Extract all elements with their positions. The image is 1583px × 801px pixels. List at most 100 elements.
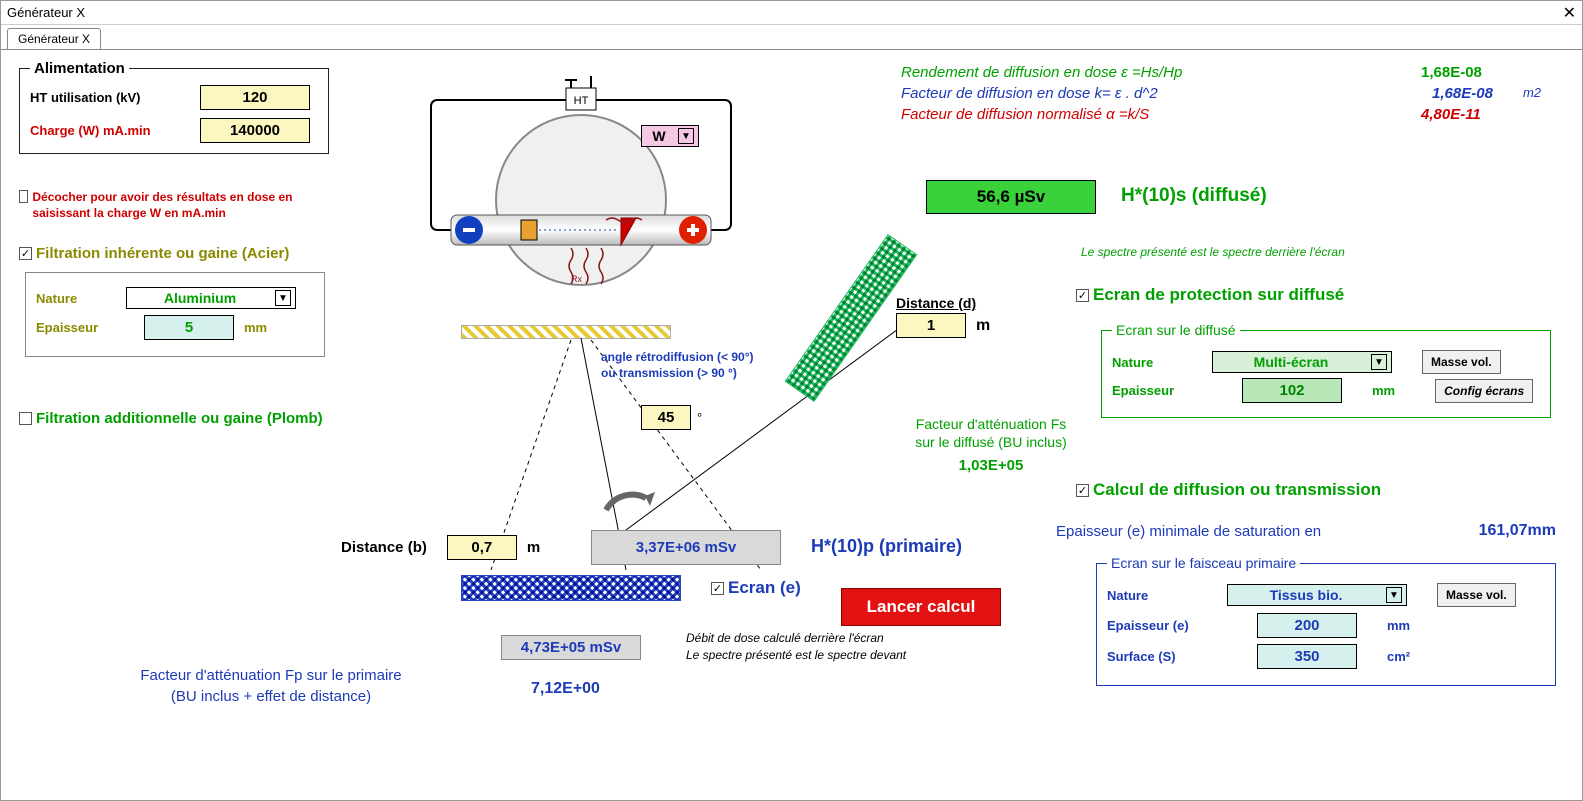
tab-label: Générateur X xyxy=(18,32,90,46)
alimentation-group: Alimentation HT utilisation (kV) 120 Cha… xyxy=(19,60,329,154)
fp-label: Facteur d'atténuation Fp sur le primaire… xyxy=(101,665,441,707)
checkbox-icon: ✓ xyxy=(19,247,32,260)
chevron-down-icon: ▼ xyxy=(1386,587,1402,603)
epaisseur-label: Epaisseur xyxy=(36,320,116,335)
checkbox-icon xyxy=(19,190,28,203)
rendement-label: Rendement de diffusion en dose ε =Hs/Hp xyxy=(901,64,1182,81)
epaisseur-min-value: 161,07mm xyxy=(1479,522,1556,540)
checkbox-icon: ✓ xyxy=(1076,289,1089,302)
ep-epaisseur-label: Epaisseur (e) xyxy=(1107,618,1217,633)
svg-text:Rx: Rx xyxy=(571,274,582,284)
ecran-diffuse-checkbox[interactable]: ✓ Ecran de protection sur diffusé xyxy=(1076,285,1344,305)
ecran-diffuse-label: Ecran de protection sur diffusé xyxy=(1093,285,1344,305)
chevron-down-icon: ▼ xyxy=(1371,354,1387,370)
ep-surface-label: Surface (S) xyxy=(1107,649,1217,664)
tube-material-value: W xyxy=(646,128,672,144)
ht-input[interactable]: 120 xyxy=(200,85,310,110)
nature-select[interactable]: Aluminium ▼ xyxy=(126,287,296,309)
charge-input[interactable]: 140000 xyxy=(200,118,310,143)
facteur-k-value: 1,68E-08 xyxy=(1432,85,1493,102)
ht-label: HT utilisation (kV) xyxy=(30,90,190,105)
checkbox-icon: ✓ xyxy=(1076,484,1089,497)
tube-material-select[interactable]: W ▼ xyxy=(641,125,699,147)
ep-epaisseur-unit: mm xyxy=(1387,618,1410,633)
ep-surface-input[interactable]: 350 xyxy=(1257,644,1357,669)
masse-vol-button-2[interactable]: Masse vol. xyxy=(1437,583,1516,607)
ed-nature-label: Nature xyxy=(1112,355,1202,370)
distance-d-input[interactable]: 1 xyxy=(896,313,966,338)
distance-b-row: Distance (b) 0,7 m xyxy=(341,535,540,560)
facteur-k-unit: m2 xyxy=(1523,85,1541,102)
epaisseur-min-row: Epaisseur (e) minimale de saturation en … xyxy=(1056,522,1556,540)
epaisseur-input[interactable]: 5 xyxy=(144,315,234,340)
filtration-inh-group: Nature Aluminium ▼ Epaisseur 5 mm xyxy=(25,272,325,357)
distance-b-input[interactable]: 0,7 xyxy=(447,535,517,560)
ecran-e-bar xyxy=(461,575,681,601)
debit-value: 4,73E+05 mSv xyxy=(501,635,641,660)
dose-checkbox-label: Décocher pour avoir des résultats en dos… xyxy=(32,190,339,221)
ed-epaisseur-value: 102 xyxy=(1242,378,1342,403)
angle-input[interactable]: 45 xyxy=(641,405,691,430)
ep-epaisseur-input[interactable]: 200 xyxy=(1257,613,1357,638)
fp-value: 7,12E+00 xyxy=(531,680,600,698)
ecran-diffuse-legend: Ecran sur le diffusé xyxy=(1112,322,1240,338)
tube-diagram: HT xyxy=(421,70,741,330)
rendement-value: 1,68E-08 xyxy=(1421,64,1541,81)
nature-label: Nature xyxy=(36,291,116,306)
titlebar: Générateur X ✕ xyxy=(1,1,1582,25)
tab-row: Générateur X xyxy=(1,25,1582,49)
angle-hint: angle rétrodiffusion (< 90°) ou transmis… xyxy=(601,350,753,381)
distance-d-label: Distance (d) xyxy=(896,295,990,311)
angle-unit: ° xyxy=(697,410,702,425)
launch-button[interactable]: Lancer calcul xyxy=(841,588,1001,626)
ecran-diffuse-group: Ecran sur le diffusé Nature Multi-écran … xyxy=(1101,322,1551,418)
facteur-k-label: Facteur de diffusion en dose k= ε . d^2 xyxy=(901,85,1158,102)
alimentation-legend: Alimentation xyxy=(30,60,129,77)
facteur-a-label: Facteur de diffusion normalisé α =k/S xyxy=(901,106,1149,123)
h10s-value: 56,6 µSv xyxy=(926,180,1096,214)
ecran-primaire-group: Ecran sur le faisceau primaire Nature Ti… xyxy=(1096,555,1556,686)
ed-nature-select[interactable]: Multi-écran ▼ xyxy=(1212,351,1392,373)
window-title: Générateur X xyxy=(7,5,85,20)
distance-b-label: Distance (b) xyxy=(341,539,427,556)
filtration-add-label: Filtration additionnelle ou gaine (Plomb… xyxy=(36,410,323,427)
filtration-inh-checkbox[interactable]: ✓ Filtration inhérente ou gaine (Acier) xyxy=(19,245,289,262)
checkbox-icon xyxy=(19,412,32,425)
ed-epaisseur-unit: mm xyxy=(1372,383,1395,398)
ecran-e-label: Ecran (e) xyxy=(728,578,801,598)
distance-d-unit: m xyxy=(976,317,990,335)
h10s-label: H*(10)s (diffusé) xyxy=(1121,185,1267,207)
epaisseur-min-label: Epaisseur (e) minimale de saturation en xyxy=(1056,523,1321,540)
diffusion-results: Rendement de diffusion en dose ε =Hs/Hp … xyxy=(901,60,1541,127)
calc-diff-checkbox[interactable]: ✓ Calcul de diffusion ou transmission xyxy=(1076,480,1381,500)
facteur-a-value: 4,80E-11 xyxy=(1421,106,1541,123)
ht-text: HT xyxy=(574,95,589,107)
filtration-add-checkbox[interactable]: Filtration additionnelle ou gaine (Plomb… xyxy=(19,410,323,427)
ed-epaisseur-label: Epaisseur xyxy=(1112,383,1202,398)
distance-d-block: Distance (d) 1 m xyxy=(896,295,990,338)
nature-value: Aluminium xyxy=(131,290,269,306)
h10p-label: H*(10)p (primaire) xyxy=(811,536,962,557)
angle-row: 45 ° xyxy=(641,405,702,430)
primary-notes: Débit de dose calculé derrière l'écran L… xyxy=(686,630,906,664)
tab-generator[interactable]: Générateur X xyxy=(7,28,101,49)
spectre-note: Le spectre présenté est le spectre derri… xyxy=(1081,245,1345,259)
ecran-primaire-legend: Ecran sur le faisceau primaire xyxy=(1107,555,1300,571)
epaisseur-unit: mm xyxy=(244,320,267,335)
filtration-inh-label: Filtration inhérente ou gaine (Acier) xyxy=(36,245,289,262)
charge-label: Charge (W) mA.min xyxy=(30,123,190,138)
close-icon[interactable]: ✕ xyxy=(1563,3,1576,23)
ecran-e-checkbox[interactable]: ✓ Ecran (e) xyxy=(711,578,801,598)
ep-nature-label: Nature xyxy=(1107,588,1217,603)
fs-value: 1,03E+05 xyxy=(881,456,1101,476)
dose-checkbox[interactable]: Décocher pour avoir des résultats en dos… xyxy=(19,190,339,221)
collimator-bar xyxy=(461,325,671,339)
ep-surface-unit: cm² xyxy=(1387,649,1410,664)
fs-label: Facteur d'atténuation Fs sur le diffusé … xyxy=(881,415,1101,476)
config-ecrans-button[interactable]: Config écrans xyxy=(1435,379,1533,403)
masse-vol-button[interactable]: Masse vol. xyxy=(1422,350,1501,374)
ep-nature-select[interactable]: Tissus bio. ▼ xyxy=(1227,584,1407,606)
checkbox-icon: ✓ xyxy=(711,582,724,595)
chevron-down-icon: ▼ xyxy=(275,290,291,306)
distance-b-unit: m xyxy=(527,539,540,556)
